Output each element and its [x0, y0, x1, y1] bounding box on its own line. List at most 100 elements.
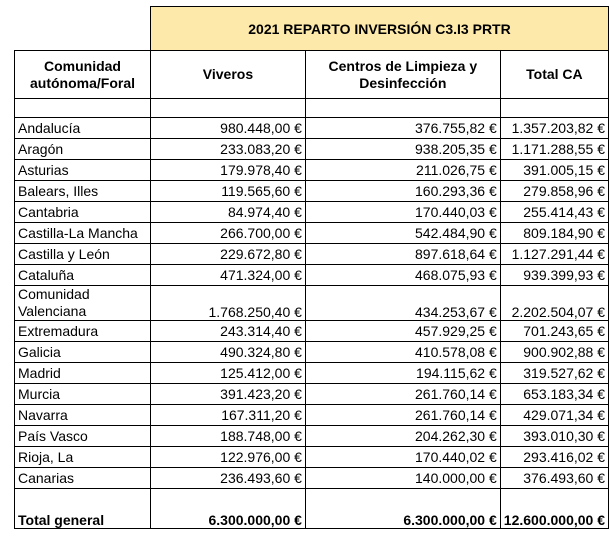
table-row: Murcia 391.423,20 €261.760,14 €653.183,34…	[14, 383, 609, 405]
region-name: Comunidad Valenciana	[14, 285, 151, 321]
region-name: Andalucía	[14, 117, 151, 139]
total-row: Total general 6.300.000,00 €6.300.000,00 …	[14, 488, 609, 529]
table-row: Comunidad Valenciana 1.768.250,40 €434.25…	[14, 285, 609, 321]
table-row: Asturias 179.978,40 €211.026,75 €391.005,…	[14, 159, 609, 181]
total-grand: 12.600.000,00 €	[499, 488, 609, 529]
centros-value: 457.929,25 €	[304, 320, 501, 342]
table-row: Extremadura 243.314,40 €457.929,25 €701.2…	[14, 320, 609, 342]
region-name: Rioja, La	[14, 446, 151, 468]
table-row: Madrid 125.412,00 €194.115,62 €319.527,62…	[14, 362, 609, 384]
total-value: 255.414,43 €	[499, 201, 609, 223]
title-row: 2021 REPARTO INVERSIÓN C3.I3 PRTR	[15, 6, 609, 51]
region-name: Castilla-La Mancha	[14, 222, 151, 244]
total-value: 376.493,60 €	[499, 467, 609, 489]
centros-value: 140.000,00 €	[304, 467, 501, 489]
header-row: Comunidad autónoma/Foral Viveros Centros…	[14, 50, 609, 99]
viveros-value: 188.748,00 €	[149, 425, 306, 447]
region-name: Cataluña	[14, 264, 151, 286]
total-value: 1.357.203,82 €	[499, 117, 609, 139]
header-viveros: Viveros	[149, 50, 306, 99]
header-centros: Centros de Limpieza y Desinfección	[304, 50, 501, 99]
header-total: Total CA	[499, 50, 609, 99]
region-name: Extremadura	[14, 320, 151, 342]
investment-table: 2021 REPARTO INVERSIÓN C3.I3 PRTR Comuni…	[14, 6, 609, 529]
table-row: País Vasco 188.748,00 €204.262,30 €393.01…	[14, 425, 609, 447]
title-blank-cell	[15, 7, 151, 51]
spacer-cell	[499, 98, 609, 118]
centros-value: 434.253,67 €	[304, 285, 501, 321]
total-viveros: 6.300.000,00 €	[149, 488, 306, 529]
table-title: 2021 REPARTO INVERSIÓN C3.I3 PRTR	[149, 6, 609, 51]
total-label: Total general	[14, 488, 151, 529]
region-name: Galicia	[14, 341, 151, 363]
table-row: Navarra 167.311,20 €261.760,14 €429.071,3…	[14, 404, 609, 426]
centros-value: 376.755,82 €	[304, 117, 501, 139]
viveros-value: 125.412,00 €	[149, 362, 306, 384]
total-value: 279.858,96 €	[499, 180, 609, 202]
table-row: Aragón 233.083,20 €938.205,35 €1.171.288,…	[14, 138, 609, 160]
spacer-cell	[304, 98, 501, 118]
centros-value: 542.484,90 €	[304, 222, 501, 244]
viveros-value: 233.083,20 €	[149, 138, 306, 160]
centros-value: 261.760,14 €	[304, 383, 501, 405]
viveros-value: 167.311,20 €	[149, 404, 306, 426]
centros-value: 170.440,02 €	[304, 446, 501, 468]
table-row: Castilla y León 229.672,80 €897.618,64 €1…	[14, 243, 609, 265]
table-row: Canarias 236.493,60 €140.000,00 €376.493,…	[14, 467, 609, 489]
region-name: Madrid	[14, 362, 151, 384]
centros-value: 194.115,62 €	[304, 362, 501, 384]
region-name: Aragón	[14, 138, 151, 160]
centros-value: 204.262,30 €	[304, 425, 501, 447]
viveros-value: 266.700,00 €	[149, 222, 306, 244]
viveros-value: 122.976,00 €	[149, 446, 306, 468]
centros-value: 897.618,64 €	[304, 243, 501, 265]
table-row: Castilla-La Mancha 266.700,00 €542.484,90…	[14, 222, 609, 244]
table-row: Cantabria 84.974,40 €170.440,03 €255.414,…	[14, 201, 609, 223]
viveros-value: 179.978,40 €	[149, 159, 306, 181]
viveros-value: 1.768.250,40 €	[149, 285, 306, 321]
table-row: Balears, Illes 119.565,60 €160.293,36 €27…	[14, 180, 609, 202]
total-value: 293.416,02 €	[499, 446, 609, 468]
total-value: 429.071,34 €	[499, 404, 609, 426]
table-row: Cataluña 471.324,00 €468.075,93 €939.399,…	[14, 264, 609, 286]
total-value: 900.902,88 €	[499, 341, 609, 363]
total-value: 2.202.504,07 €	[499, 285, 609, 321]
total-value: 1.171.288,55 €	[499, 138, 609, 160]
total-value: 701.243,65 €	[499, 320, 609, 342]
viveros-value: 391.423,20 €	[149, 383, 306, 405]
viveros-value: 84.974,40 €	[149, 201, 306, 223]
total-value: 1.127.291,44 €	[499, 243, 609, 265]
centros-value: 170.440,03 €	[304, 201, 501, 223]
total-centros: 6.300.000,00 €	[304, 488, 501, 529]
region-name: País Vasco	[14, 425, 151, 447]
viveros-value: 229.672,80 €	[149, 243, 306, 265]
centros-value: 160.293,36 €	[304, 180, 501, 202]
centros-value: 468.075,93 €	[304, 264, 501, 286]
total-value: 939.399,93 €	[499, 264, 609, 286]
total-value: 391.005,15 €	[499, 159, 609, 181]
region-name: Cantabria	[14, 201, 151, 223]
region-name: Balears, Illes	[14, 180, 151, 202]
table-row: Rioja, La 122.976,00 €170.440,02 €293.416…	[14, 446, 609, 468]
total-value: 809.184,90 €	[499, 222, 609, 244]
region-name: Canarias	[14, 467, 151, 489]
viveros-value: 471.324,00 €	[149, 264, 306, 286]
centros-value: 211.026,75 €	[304, 159, 501, 181]
viveros-value: 980.448,00 €	[149, 117, 306, 139]
header-region: Comunidad autónoma/Foral	[14, 50, 151, 99]
viveros-value: 490.324,80 €	[149, 341, 306, 363]
table-body: 2021 REPARTO INVERSIÓN C3.I3 PRTR Comuni…	[14, 6, 609, 529]
spacer-cell	[149, 98, 306, 118]
spacer-cell	[14, 98, 151, 118]
region-name: Asturias	[14, 159, 151, 181]
spacer-row	[14, 98, 609, 118]
region-name: Murcia	[14, 383, 151, 405]
viveros-value: 236.493,60 €	[149, 467, 306, 489]
total-value: 319.527,62 €	[499, 362, 609, 384]
region-name: Castilla y León	[14, 243, 151, 265]
centros-value: 261.760,14 €	[304, 404, 501, 426]
table-row: Andalucía 980.448,00 €376.755,82 €1.357.2…	[14, 117, 609, 139]
viveros-value: 119.565,60 €	[149, 180, 306, 202]
region-name: Navarra	[14, 404, 151, 426]
centros-value: 410.578,08 €	[304, 341, 501, 363]
